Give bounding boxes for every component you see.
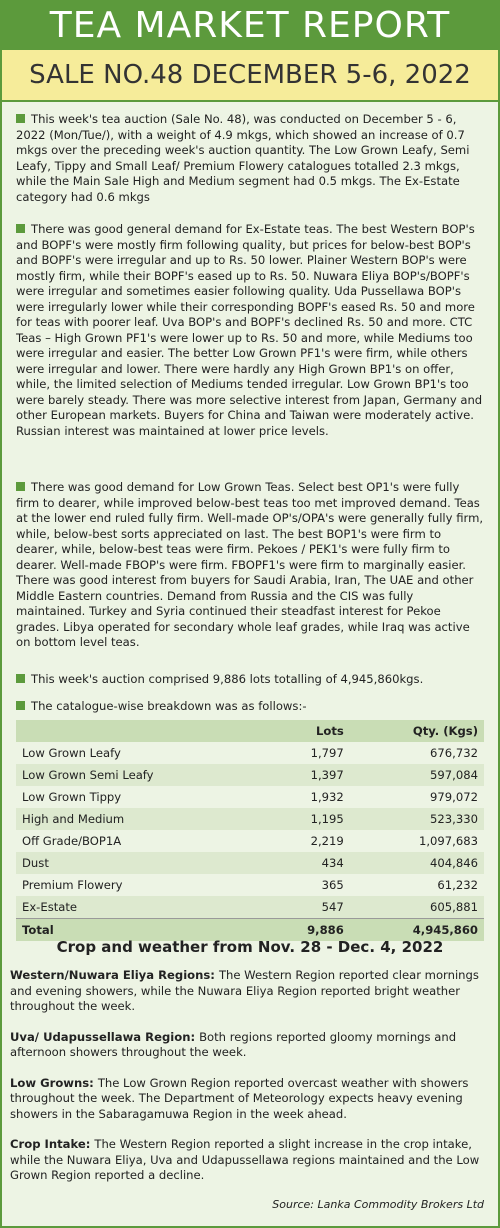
paragraph: There was good general demand for Ex-Est… <box>16 222 483 438</box>
crop-heading: Crop and weather from Nov. 28 - Dec. 4, … <box>56 938 444 956</box>
paragraph: This week's auction comprised 9,886 lots… <box>16 672 484 688</box>
section-text: The Western Region reported a slight inc… <box>10 1137 480 1182</box>
table-cell: Off Grade/BOP1A <box>16 830 266 852</box>
table-cell: 979,072 <box>349 786 484 808</box>
table-cell: 547 <box>265 896 350 919</box>
table-row: High and Medium 1,195 523,330 <box>16 808 484 830</box>
table-cell: Low Grown Semi Leafy <box>16 764 266 786</box>
table-cell: 1,932 <box>265 786 350 808</box>
paragraph: The catalogue-wise breakdown was as foll… <box>16 699 484 715</box>
crop-section: Uva/ Udapussellawa Region: Both regions r… <box>10 1030 484 1061</box>
table-cell: Low Grown Leafy <box>16 742 266 764</box>
section-label: Western/Nuwara Eliya Regions: <box>10 968 215 982</box>
table-row: Low Grown Leafy 1,797 676,732 <box>16 742 484 764</box>
section-label: Low Growns: <box>10 1075 94 1090</box>
table-cell: 676,732 <box>349 742 484 764</box>
breakdown-table: Lots Qty. (Kgs) Low Grown Leafy 1,797 676,73… <box>16 720 484 941</box>
table-cell: 523,330 <box>349 808 484 830</box>
crop-section: Crop Intake: The Western Region reported … <box>10 1137 484 1184</box>
section-text: The Low Grown Region reported overcast w… <box>10 1075 469 1121</box>
section-label: Crop Intake: <box>10 1137 91 1151</box>
section-label: Uva/ Udapussellawa Region: <box>10 1029 196 1044</box>
table-cell: 61,232 <box>349 874 484 896</box>
crop-sections: Western/Nuwara Eliya Regions: The Western… <box>10 968 484 1199</box>
table-cell: Ex-Estate <box>16 896 266 919</box>
section-text: Both regions reported gloomy mornings an… <box>10 1029 457 1060</box>
table-cell: 597,084 <box>349 764 484 786</box>
header-cell: Lots <box>265 720 350 742</box>
table-cell: 1,797 <box>265 742 350 764</box>
header-cell <box>16 720 266 742</box>
table-cell: High and Medium <box>16 808 266 830</box>
table-cell: 434 <box>265 852 350 874</box>
table-row: Ex-Estate 547 605,881 <box>16 896 484 919</box>
table-header-row: Lots Qty. (Kgs) <box>16 720 484 742</box>
table-cell: 404,846 <box>349 852 484 874</box>
paragraph: This week's tea auction (Sale No. 48), w… <box>16 112 484 205</box>
table-cell: 1,195 <box>265 808 350 830</box>
table-cell: 365 <box>265 874 350 896</box>
table-cell: 1,097,683 <box>349 830 484 852</box>
table-row: Off Grade/BOP1A 2,219 1,097,683 <box>16 830 484 852</box>
total-cell: Total <box>16 918 266 941</box>
table-cell: Premium Flowery <box>16 874 266 896</box>
table-cell: 605,881 <box>349 896 484 919</box>
crop-section: Low Growns: The Low Grown Region reported… <box>10 1076 484 1123</box>
total-row: Total 9,886 4,945,860 <box>16 918 484 941</box>
section-text: The Western Region reported clear mornin… <box>10 968 479 1013</box>
paragraph: There was good demand for Low Grown Teas… <box>16 480 484 649</box>
subtitle: SALE NO.48 DECEMBER 5-6, 2022 <box>2 50 498 102</box>
source: Source: Lanka Commodity Brokers Ltd <box>272 1198 484 1211</box>
table-row: Low Grown Semi Leafy 1,397 597,084 <box>16 764 484 786</box>
total-cell: 4,945,860 <box>349 918 484 941</box>
header-cell: Qty. (Kgs) <box>349 720 484 742</box>
table-cell: Low Grown Tippy <box>16 786 266 808</box>
table-row: Dust 434 404,846 <box>16 852 484 874</box>
title: TEA MARKET REPORT <box>2 2 498 50</box>
table-row: Low Grown Tippy 1,932 979,072 <box>16 786 484 808</box>
table-cell: Dust <box>16 852 266 874</box>
table-cell: 2,219 <box>265 830 350 852</box>
crop-section: Western/Nuwara Eliya Regions: The Western… <box>10 968 484 1015</box>
table-cell: 1,397 <box>265 764 350 786</box>
total-cell: 9,886 <box>265 918 350 941</box>
table-row: Premium Flowery 365 61,232 <box>16 874 484 896</box>
